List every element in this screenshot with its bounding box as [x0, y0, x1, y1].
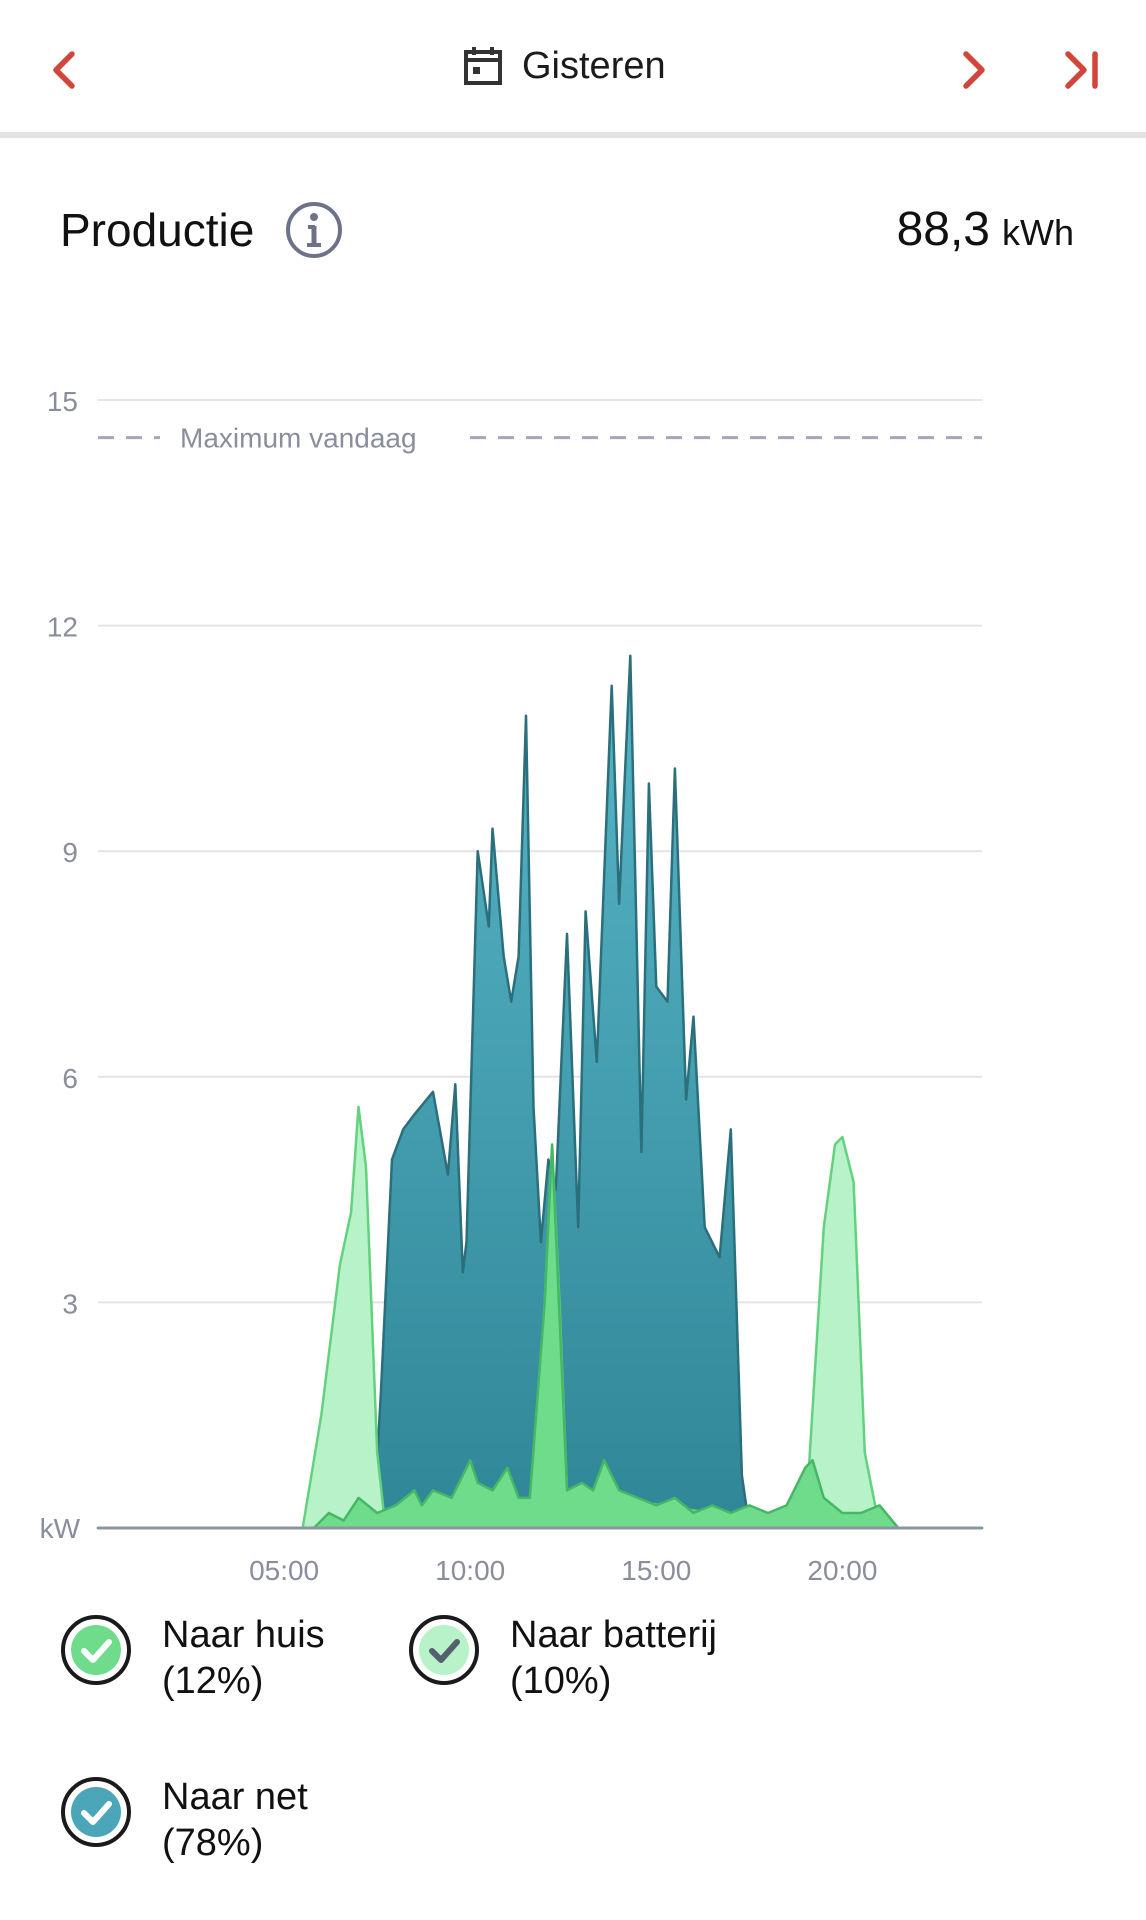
legend-label: Naar huis	[162, 1614, 325, 1656]
top-bar: Gisteren	[0, 0, 1146, 138]
checkmark-icon	[409, 1615, 479, 1685]
legend-percent: (12%)	[162, 1660, 264, 1702]
chevron-left-icon	[53, 51, 75, 89]
legend-label: Naar batterij	[510, 1614, 717, 1656]
checkmark-icon	[61, 1777, 131, 1847]
y-tick-label: 12	[47, 612, 78, 643]
legend-swatch-naar-huis	[71, 1625, 121, 1675]
legend-item-naar-huis[interactable]: Naar huis (12%)	[60, 1614, 325, 1704]
legend-item-naar-batterij[interactable]: Naar batterij (10%)	[408, 1614, 717, 1704]
section-title: Productie	[60, 204, 255, 256]
legend-percent: (78%)	[162, 1822, 264, 1864]
y-unit-label: kW	[40, 1513, 81, 1544]
total-value: 88,3	[896, 203, 990, 256]
date-selector[interactable]: Gisteren	[462, 38, 666, 94]
x-tick-label: 05:00	[249, 1555, 319, 1586]
calendar-icon	[464, 47, 502, 85]
legend-item-naar-net[interactable]: Naar net (78%)	[60, 1776, 308, 1866]
info-icon[interactable]	[284, 200, 344, 260]
area-naar-huis	[96, 1143, 984, 1530]
legend-swatch-naar-net	[71, 1787, 121, 1837]
checkmark-icon	[61, 1615, 131, 1685]
date-label: Gisteren	[522, 44, 666, 87]
chart-legend: Naar huis (12%) Naar batterij (10%) Naar…	[0, 1600, 1146, 1920]
x-tick-label: 10:00	[435, 1555, 505, 1586]
y-tick-label: 15	[47, 386, 78, 417]
y-tick-label: 9	[62, 837, 78, 868]
chevron-right-icon	[963, 51, 985, 89]
y-tick-label: 6	[62, 1063, 78, 1094]
reference-line-label: Maximum vandaag	[180, 423, 417, 454]
legend-percent: (10%)	[510, 1660, 612, 1702]
next-day-button[interactable]	[944, 40, 1004, 100]
production-total: 88,3 kWh	[897, 200, 1074, 260]
production-chart: 15 12 9 6 3 kW Maximum vandaag 05:00 10:00 15:00 2…	[40, 386, 984, 1586]
x-tick-label: 15:00	[621, 1555, 691, 1586]
y-tick-label: 3	[62, 1288, 78, 1319]
total-unit: kWh	[1002, 212, 1074, 253]
previous-day-button[interactable]	[34, 40, 94, 100]
last-day-button[interactable]	[1052, 40, 1112, 100]
legend-label: Naar net	[162, 1776, 308, 1818]
x-tick-label: 20:00	[807, 1555, 877, 1586]
skip-to-end-icon	[1065, 51, 1098, 89]
production-header: Productie	[60, 200, 344, 260]
legend-swatch-naar-batterij	[419, 1625, 469, 1675]
